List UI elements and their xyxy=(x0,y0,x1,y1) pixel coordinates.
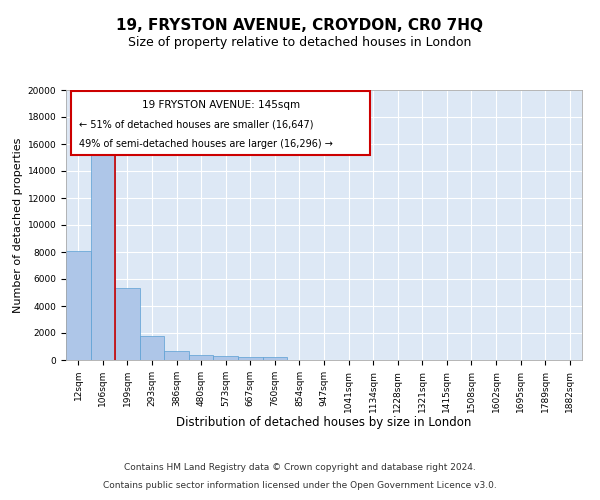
Bar xyxy=(91,136,115,360)
Text: 19, FRYSTON AVENUE, CROYDON, CR0 7HQ: 19, FRYSTON AVENUE, CROYDON, CR0 7HQ xyxy=(116,18,484,32)
Text: Contains HM Land Registry data © Crown copyright and database right 2024.: Contains HM Land Registry data © Crown c… xyxy=(124,464,476,472)
Text: 19 FRYSTON AVENUE: 145sqm: 19 FRYSTON AVENUE: 145sqm xyxy=(142,100,300,110)
Text: Contains public sector information licensed under the Open Government Licence v3: Contains public sector information licen… xyxy=(103,481,497,490)
Bar xyxy=(189,355,214,360)
Bar xyxy=(263,358,287,360)
FancyBboxPatch shape xyxy=(71,92,370,155)
Text: Size of property relative to detached houses in London: Size of property relative to detached ho… xyxy=(128,36,472,49)
Bar xyxy=(115,288,140,360)
Bar xyxy=(140,336,164,360)
Bar xyxy=(214,356,238,360)
Y-axis label: Number of detached properties: Number of detached properties xyxy=(13,138,23,312)
Text: ← 51% of detached houses are smaller (16,647): ← 51% of detached houses are smaller (16… xyxy=(79,120,313,130)
X-axis label: Distribution of detached houses by size in London: Distribution of detached houses by size … xyxy=(176,416,472,429)
Bar xyxy=(164,351,189,360)
Bar xyxy=(238,357,263,360)
Bar xyxy=(66,250,91,360)
Text: 49% of semi-detached houses are larger (16,296) →: 49% of semi-detached houses are larger (… xyxy=(79,139,333,149)
